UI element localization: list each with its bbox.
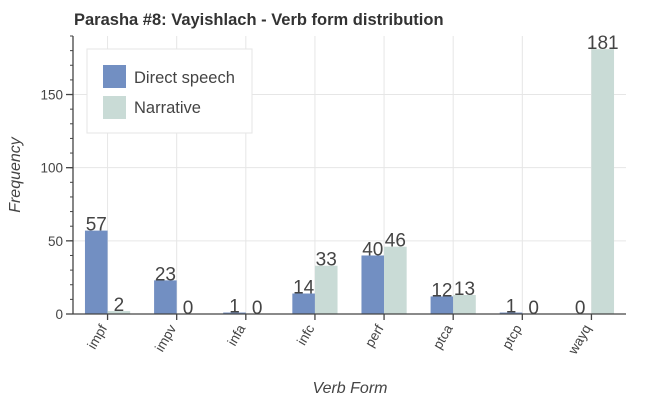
y-tick-label: 100 <box>40 161 63 176</box>
legend-swatch-direct-speech <box>103 65 126 88</box>
data-label: 33 <box>316 250 337 271</box>
bar-direct-speech-ptcp <box>499 312 523 314</box>
bar-narrative-ptca <box>453 294 476 314</box>
legend-swatch-narrative <box>103 96 126 119</box>
data-label: 1 <box>506 297 517 318</box>
bars <box>84 49 615 314</box>
x-tick-label-ptca: ptca <box>430 322 456 352</box>
x-tick-label-ptcp: ptcp <box>499 322 525 352</box>
y-axis-title: Frequency <box>7 136 24 213</box>
bar-direct-speech-impf <box>84 230 108 314</box>
y-tick-label: 150 <box>40 88 63 103</box>
data-label: 57 <box>86 215 107 236</box>
x-tick-label-infc: infc <box>294 322 318 348</box>
legend: Direct speech Narrative <box>86 48 253 134</box>
data-label: 0 <box>252 298 263 319</box>
data-label: 14 <box>293 278 315 299</box>
x-tick-label-wayq: wayq <box>565 322 594 358</box>
bar-direct-speech-perf <box>361 255 385 314</box>
chart-title: Parasha #8: Vayishlach - Verb form distr… <box>74 11 444 29</box>
x-tick-label-impf: impf <box>84 322 110 352</box>
bar-direct-speech-impv <box>154 280 177 314</box>
bar-narrative-perf <box>384 246 407 314</box>
bar-narrative-wayq <box>591 49 615 314</box>
data-label: 23 <box>155 264 176 285</box>
data-label: 40 <box>362 239 383 260</box>
bar-narrative-impf <box>107 311 131 314</box>
data-label: 0 <box>528 298 539 319</box>
data-label: 12 <box>431 280 452 301</box>
bar-direct-speech-infc <box>292 293 315 314</box>
x-tick-label-impv: impv <box>152 322 179 354</box>
x-tick-label-infa: infa <box>225 322 249 349</box>
y-tick-label: 50 <box>48 234 63 249</box>
data-label: 181 <box>587 33 619 54</box>
data-label: 1 <box>229 297 240 318</box>
bar-direct-speech-ptca <box>430 296 454 314</box>
legend-box <box>86 48 253 134</box>
bar-narrative-infc <box>314 265 338 314</box>
x-tick-label-perf: perf <box>362 322 387 350</box>
data-label: 2 <box>114 295 125 316</box>
data-label: 0 <box>183 298 194 319</box>
legend-label-narrative: Narrative <box>134 99 201 117</box>
bar-direct-speech-infa <box>223 312 246 314</box>
y-tick-label: 0 <box>55 307 63 322</box>
data-label: 13 <box>454 279 475 300</box>
x-axis-title: Verb Form <box>313 380 388 397</box>
legend-label-direct-speech: Direct speech <box>134 69 235 87</box>
data-label: 46 <box>385 231 406 252</box>
data-label: 0 <box>575 298 586 319</box>
